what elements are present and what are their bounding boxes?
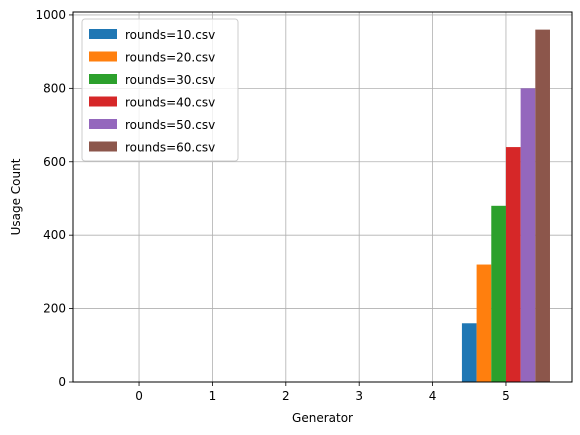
plot-frame [72,11,573,383]
legend-box [81,18,239,162]
bar-rounds-60-csv [535,29,550,382]
bar-rounds-20-csv [476,264,492,382]
x-axis-label: Generator [292,411,353,425]
x-tick-label: 1 [209,389,217,403]
legend-swatch [89,51,117,62]
y-tick-label: 400 [43,228,66,242]
x-tick-label: 2 [282,389,290,403]
y-tick-label: 0 [58,375,66,389]
x-tick-label: 4 [429,389,437,403]
legend-swatch [89,29,117,39]
legend-swatch [89,96,117,107]
bar-rounds-10-csv [461,323,477,382]
legend-entry-label: rounds=20.csv [125,51,215,65]
legend-entry-label: rounds=30.csv [125,73,215,87]
legend-entry-label: rounds=10.csv [125,28,215,42]
x-axis-ticks: 0 1 2 3 4 5 [135,382,510,403]
x-tick-label: 3 [355,389,363,403]
bar-rounds-50-csv [520,88,536,382]
legend-swatch [89,74,117,84]
legend-swatch [89,119,117,129]
legend: rounds=10.csv rounds=20.csv rounds=30.csv r… [81,18,239,162]
legend-entry-label: rounds=50.csv [125,118,215,132]
y-tick-label: 200 [43,302,66,316]
bars [461,29,550,382]
y-tick-label: 600 [43,155,66,169]
legend-entry-label: rounds=40.csv [125,96,215,110]
y-tick-label: 800 [43,81,66,95]
bar-rounds-30-csv [491,205,506,382]
y-tick-label: 1000 [35,8,66,22]
legend-swatch [89,141,117,152]
x-tick-label: 0 [135,389,143,403]
bar-rounds-40-csv [505,147,521,382]
legend-entry-label: rounds=60.csv [125,141,215,155]
x-tick-label: 5 [502,389,510,403]
y-axis-label: Usage Count [9,158,23,235]
y-axis-ticks: 0 200 400 600 800 1000 [35,8,73,389]
